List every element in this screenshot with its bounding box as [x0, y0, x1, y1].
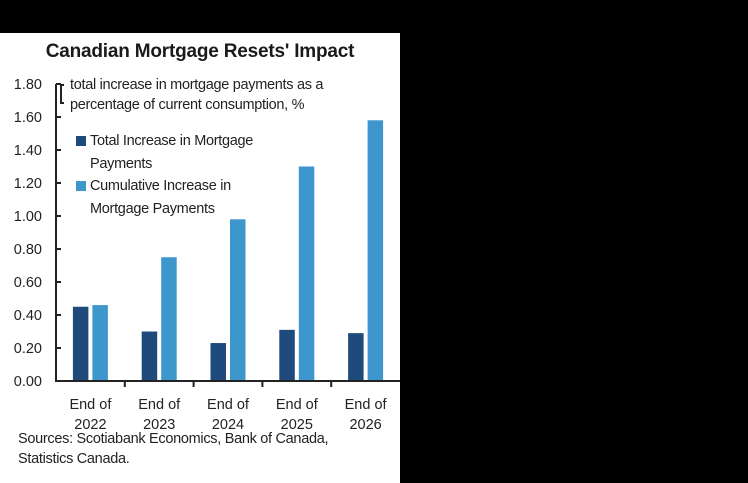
bar-cumulative-increase	[230, 219, 246, 381]
legend-label-cumulative-line1: Cumulative Increase in	[90, 178, 231, 194]
x-tick-label: 2026	[349, 417, 381, 433]
x-tick-label: 2023	[143, 417, 175, 433]
legend-swatch-cumulative	[76, 181, 86, 191]
y-tick-label: 0.00	[14, 374, 42, 390]
sources-line2: Statistics Canada.	[18, 451, 130, 467]
sources-line1: Sources: Scotiabank Economics, Bank of C…	[18, 431, 329, 447]
y-axis-note-line2: percentage of current consumption, %	[70, 97, 305, 113]
x-tick-label: End of	[138, 397, 181, 413]
y-axis-note-bracket	[60, 84, 64, 104]
x-tick-label: End of	[276, 397, 319, 413]
bar-total-increase	[141, 331, 158, 381]
legend-label-total-line2: Payments	[90, 156, 153, 172]
bar-cumulative-increase	[367, 120, 384, 382]
y-tick-label: 1.40	[14, 143, 42, 159]
bar-total-increase	[279, 329, 295, 381]
y-axis-note-line1: total increase in mortgage payments as a	[70, 77, 324, 93]
x-tick-label: End of	[345, 397, 388, 413]
y-tick-label: 0.20	[14, 341, 42, 357]
bar-total-increase	[348, 333, 364, 381]
chart-panel: Canadian Mortgage Resets' Impact total i…	[0, 33, 400, 483]
legend-label-cumulative-line2: Mortgage Payments	[90, 201, 215, 217]
legend-swatch-total	[76, 136, 86, 146]
bar-total-increase	[210, 343, 226, 381]
y-tick-label: 1.60	[14, 110, 42, 126]
legend-label-total-line1: Total Increase in Mortgage	[90, 133, 254, 149]
y-tick-label: 0.60	[14, 275, 42, 291]
y-tick-label: 0.40	[14, 308, 42, 324]
y-tick-label: 1.20	[14, 176, 42, 192]
y-tick-label: 1.00	[14, 209, 42, 225]
bar-chart: 0.00 0.20 0.40 0.60 0.80 1.00 1.20 1.40 1.60 1.80…	[14, 77, 400, 433]
bar-cumulative-increase	[92, 305, 108, 381]
x-tick-label: 2024	[212, 417, 244, 433]
bar-cumulative-increase	[298, 166, 315, 381]
sources-note: Sources: Scotiabank Economics, Bank of C…	[18, 429, 398, 469]
x-tick-label: 2022	[74, 417, 106, 433]
x-tick-label: 2025	[281, 417, 313, 433]
chart-title: Canadian Mortgage Resets' Impact	[45, 41, 355, 62]
x-tick-label: End of	[207, 397, 250, 413]
y-tick-label: 0.80	[14, 242, 42, 258]
bar-total-increase	[72, 306, 89, 381]
x-tick-label: End of	[69, 397, 112, 413]
legend-label-cumulative: Cumulative Increase in Mortgage Payments	[90, 175, 310, 221]
y-tick-label: 1.80	[14, 77, 42, 93]
bar-cumulative-increase	[161, 257, 177, 381]
legend-label-total: Total Increase in Mortgage Payments	[90, 130, 310, 176]
